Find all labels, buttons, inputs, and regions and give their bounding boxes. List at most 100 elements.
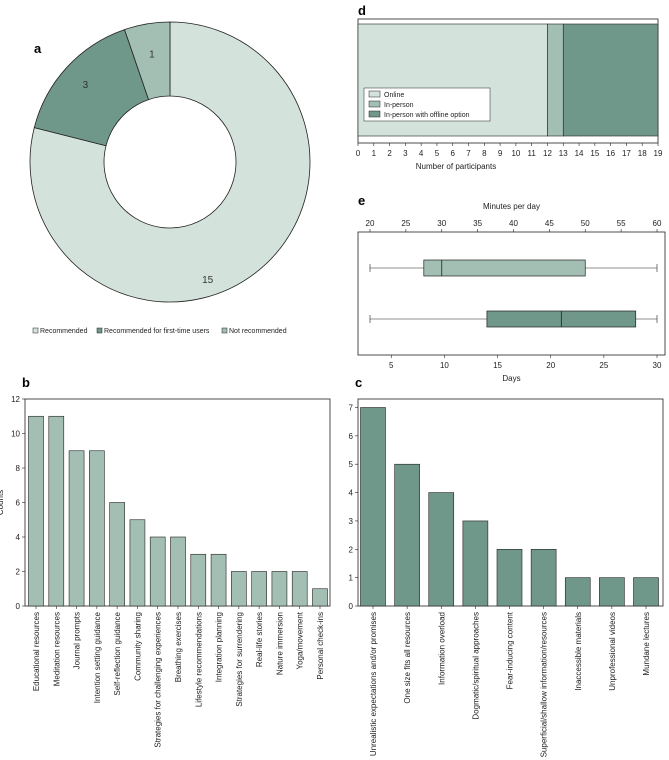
x-tick-label: 5 <box>435 149 440 158</box>
y-tick-label: 4 <box>349 489 354 498</box>
x-tick-label: One size fits all resources <box>403 612 412 704</box>
x-tick-label: 8 <box>482 149 487 158</box>
top-tick-label: 20 <box>366 219 375 228</box>
x-tick-label: Lifestyle recommendations <box>194 612 203 707</box>
x-tick-label: 18 <box>638 149 647 158</box>
x-tick-label: Strategies for surrendering <box>235 612 244 707</box>
x-tick-label: Nature immersion <box>275 612 284 675</box>
legend-swatch <box>368 100 381 108</box>
bar <box>149 536 166 607</box>
bar <box>170 536 186 607</box>
x-tick-label: Unrealistic expectations and/or promises <box>369 612 378 756</box>
top-tick-label: 55 <box>617 219 626 228</box>
x-tick-label: Mundane lectures <box>642 612 651 676</box>
bottom-tick-label: 30 <box>653 361 662 370</box>
bar-chart-criticisms: 0 1 2 3 4 5 6 7 Unrealistic expectations and/or … <box>349 398 664 757</box>
x-tick-label: 7 <box>466 149 471 158</box>
bar <box>190 553 207 607</box>
panel-label-a: a <box>34 41 42 56</box>
x-tick-label: Dogmatic/spiritual approaches <box>471 612 480 720</box>
top-tick-label: 40 <box>509 219 518 228</box>
x-axis-title: Number of participants <box>416 162 496 171</box>
y-tick-label: 2 <box>349 545 354 554</box>
top-tick-label: 60 <box>653 219 662 228</box>
panel-label-c: c <box>355 375 362 390</box>
y-tick-label: 12 <box>11 395 20 404</box>
bottom-tick-label: 15 <box>493 361 502 370</box>
bar <box>633 577 659 607</box>
panel-label-b: b <box>22 375 30 390</box>
x-tick-label: Integration planning <box>215 612 224 682</box>
bar <box>109 502 125 607</box>
x-tick-label: 14 <box>575 149 584 158</box>
x-tick-label: 2 <box>387 149 392 158</box>
top-tick-label: 30 <box>437 219 446 228</box>
bar <box>271 571 288 607</box>
x-tick-label: Unprofessional videos <box>608 612 617 691</box>
x-tick-label: Strategies for challenging experiences <box>154 612 163 748</box>
top-tick-label: 50 <box>581 219 590 228</box>
bar <box>394 463 420 607</box>
x-tick-label: 0 <box>356 149 361 158</box>
x-tick-label: 6 <box>451 149 456 158</box>
x-tick-label: Educational resources <box>32 612 41 691</box>
bar <box>462 520 489 607</box>
x-tick-label: Personal check-ins <box>316 612 325 680</box>
donut-slice <box>29 21 311 303</box>
bar <box>530 548 557 607</box>
x-tick-label: Superficial/shallow information/resource… <box>540 612 549 757</box>
y-axis-title: Counts <box>0 490 5 515</box>
bar <box>428 492 455 607</box>
legend-swatch <box>368 90 381 98</box>
x-tick-label: Self-reflection guidance <box>113 611 122 695</box>
bottom-tick-label: 5 <box>389 361 394 370</box>
y-tick-label: 10 <box>11 430 20 439</box>
bar <box>210 553 227 607</box>
x-tick-label: 13 <box>559 149 568 158</box>
x-tick-label: 10 <box>511 149 520 158</box>
y-tick-label: 6 <box>16 499 21 508</box>
x-tick-label: 15 <box>590 149 599 158</box>
x-tick-label: 19 <box>654 149 663 158</box>
bar <box>231 571 247 607</box>
x-tick-label: Breathing exercises <box>174 612 183 682</box>
bar <box>68 450 85 607</box>
donut-slice <box>124 21 171 101</box>
y-tick-label: 5 <box>349 460 354 469</box>
bottom-tick-label: 10 <box>440 361 449 370</box>
bar-chart-recommended-features: 0 2 4 6 8 10 12 Counts Educational resources Medi… <box>0 395 331 748</box>
panel-label-e: e <box>358 193 365 208</box>
y-tick-label: 4 <box>16 533 21 542</box>
bottom-tick-label: 25 <box>599 361 608 370</box>
box-plot: 20 25 30 35 40 45 50 55 60 Minutes per day 5 10 15 20… <box>357 202 666 383</box>
box-iqr <box>423 259 586 277</box>
bar <box>291 571 308 607</box>
bar <box>129 519 146 607</box>
x-tick-label: 4 <box>419 149 424 158</box>
x-tick-label: Information overload <box>437 612 446 685</box>
x-tick-label: 17 <box>622 149 631 158</box>
legend-label: Not recommended <box>229 328 287 335</box>
x-tick-label: Journal prompts <box>73 612 82 669</box>
x-tick-label: 1 <box>372 149 377 158</box>
slice-value-label: 1 <box>149 50 155 61</box>
legend-swatch <box>32 327 39 334</box>
bar <box>360 407 386 607</box>
bar <box>564 577 591 607</box>
x-tick-label: Community sharing <box>133 612 142 681</box>
legend-label: Online <box>384 92 404 99</box>
x-tick-label: 11 <box>528 149 537 158</box>
legend-swatch <box>96 327 103 334</box>
y-tick-label: 6 <box>349 432 354 441</box>
legend-swatch <box>221 327 228 334</box>
x-tick-label: 16 <box>606 149 615 158</box>
bottom-axis-title: Days <box>502 374 520 383</box>
y-tick-label: 0 <box>349 602 354 611</box>
legend-swatch <box>368 110 381 118</box>
top-tick-label: 25 <box>401 219 410 228</box>
x-tick-label: 9 <box>498 149 503 158</box>
stacked-bar-segment <box>547 23 564 137</box>
y-tick-label: 8 <box>16 464 21 473</box>
